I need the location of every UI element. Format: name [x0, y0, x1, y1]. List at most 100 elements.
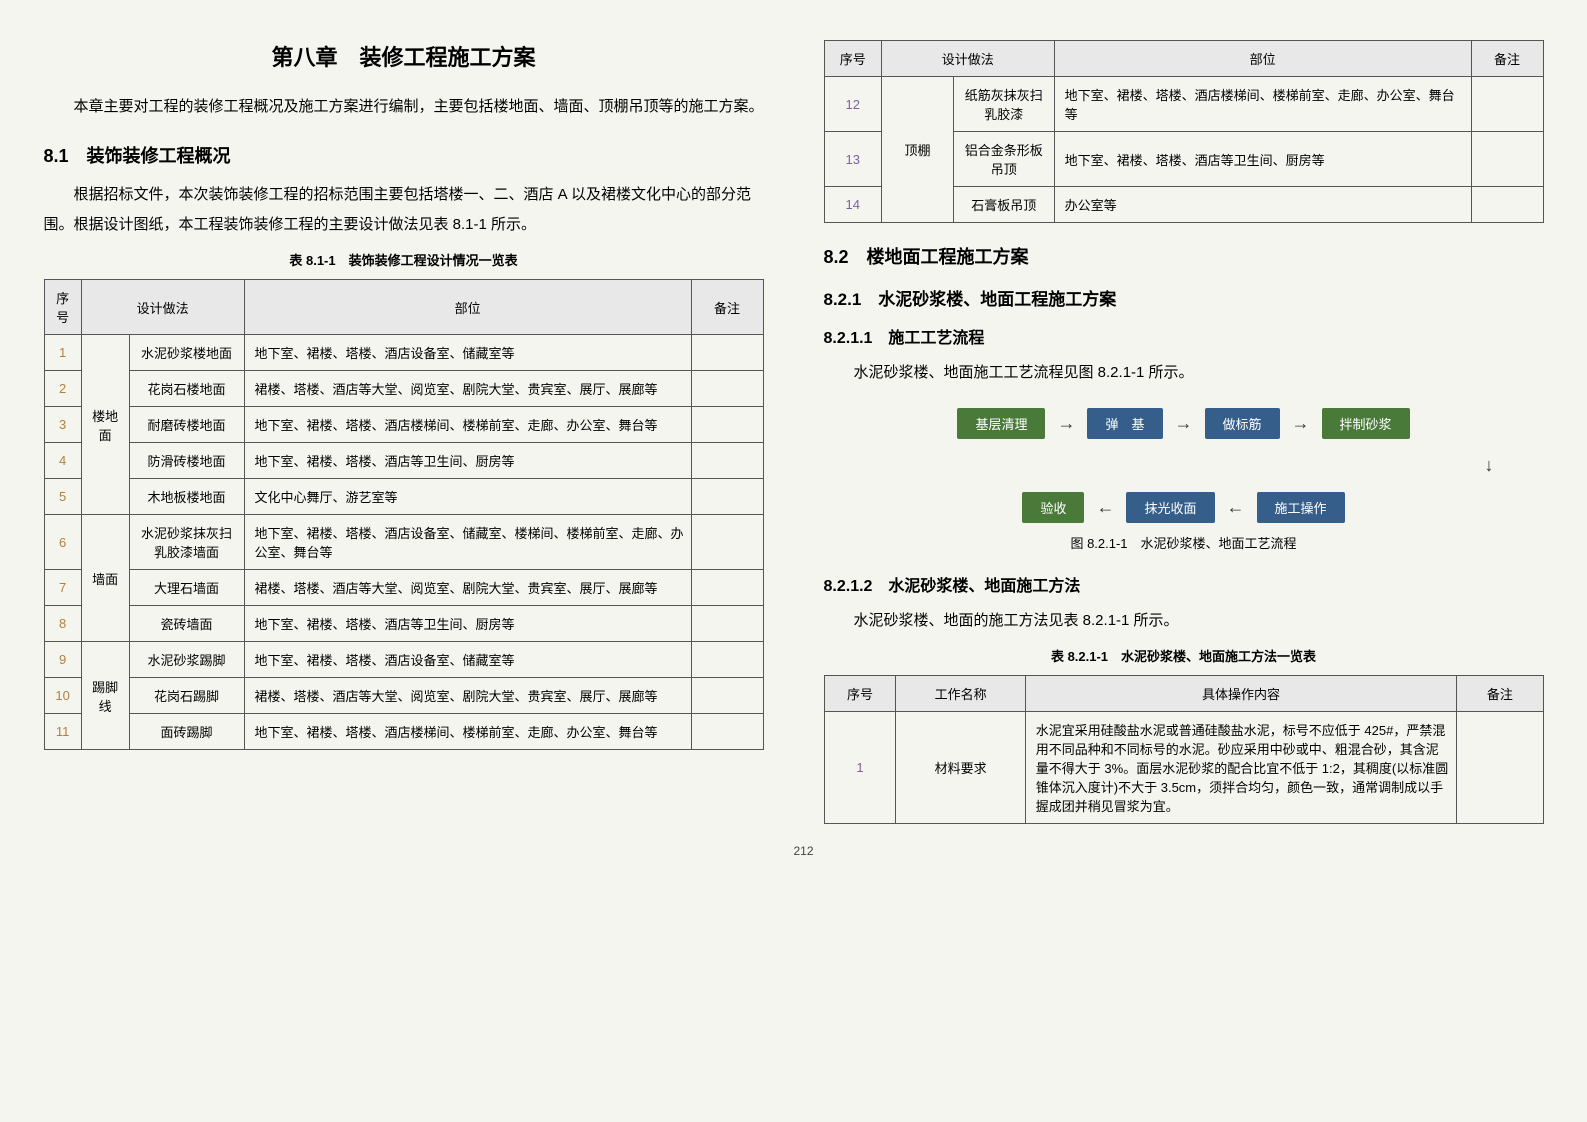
section-8-2-1-heading: 8.2.1 水泥砂浆楼、地面工程施工方案: [824, 285, 1544, 310]
table-row: 3 耐磨砖楼地面地下室、裙楼、塔楼、酒店楼梯间、楼梯前室、走廊、办公室、舞台等: [44, 407, 763, 443]
flowchart: 基层清理→弹 基→做标筋→拌制砂浆 ↓ 验收←抹光收面←施工操作: [824, 408, 1544, 523]
flow-arrow-left-icon: ←: [1223, 497, 1249, 518]
cell-remark: [691, 570, 763, 606]
section-8-2-heading: 8.2 楼地面工程施工方案: [824, 243, 1544, 269]
cell-method: 面砖踢脚: [129, 714, 244, 750]
table-row: 8 瓷砖墙面地下室、裙楼、塔楼、酒店等卫生间、厨房等: [44, 606, 763, 642]
cell-method: 耐磨砖楼地面: [129, 407, 244, 443]
cell-idx: 8: [44, 606, 81, 642]
cell-method: 瓷砖墙面: [129, 606, 244, 642]
table-row: 1 材料要求 水泥宜采用硅酸盐水泥或普通硅酸盐水泥，标号不应低于 425#，严禁…: [824, 712, 1543, 824]
flow-row-2: 验收←抹光收面←施工操作: [1022, 492, 1344, 523]
flow-arrow-right-icon: →: [1171, 413, 1197, 434]
table-8-2-1-1: 序号 工作名称 具体操作内容 备注 1 材料要求 水泥宜采用硅酸盐水泥或普通硅酸…: [824, 675, 1544, 824]
flow-arrow-down: ↓: [1485, 455, 1494, 476]
cell-location: 文化中心舞厅、游艺室等: [244, 479, 691, 515]
table-row: 12顶棚纸筋灰抹灰扫乳胶漆地下室、裙楼、塔楼、酒店楼梯间、楼梯前室、走廊、办公室…: [824, 77, 1543, 132]
cell-location: 地下室、裙楼、塔楼、酒店设备室、储藏室等: [244, 642, 691, 678]
cell-method: 水泥砂浆楼地面: [129, 335, 244, 371]
cell-idx: 9: [44, 642, 81, 678]
th-work: 工作名称: [896, 676, 1025, 712]
th-content: 具体操作内容: [1025, 676, 1456, 712]
cell-idx: 7: [44, 570, 81, 606]
cell-location: 地下室、裙楼、塔楼、酒店等卫生间、厨房等: [244, 443, 691, 479]
section-8-1-heading: 8.1 装饰装修工程概况: [44, 142, 764, 168]
chapter-title: 第八章 装修工程施工方案: [44, 40, 764, 72]
cell-location: 地下室、裙楼、塔楼、酒店楼梯间、楼梯前室、走廊、办公室、舞台等: [1054, 77, 1471, 132]
cell-idx: 14: [824, 187, 882, 223]
cell-idx: 13: [824, 132, 882, 187]
cell-remark: [691, 678, 763, 714]
cell-idx: 5: [44, 479, 81, 515]
th-idx: 序号: [824, 41, 882, 77]
table-row: 4 防滑砖楼地面地下室、裙楼、塔楼、酒店等卫生间、厨房等: [44, 443, 763, 479]
cell-method: 纸筋灰抹灰扫乳胶漆: [953, 77, 1054, 132]
cell-idx: 2: [44, 371, 81, 407]
flow-node: 基层清理: [957, 408, 1045, 439]
cell-idx: 3: [44, 407, 81, 443]
cell-location: 地下室、裙楼、塔楼、酒店设备室、储藏室等: [244, 335, 691, 371]
cell-method: 大理石墙面: [129, 570, 244, 606]
intro-paragraph: 本章主要对工程的装修工程概况及施工方案进行编制，主要包括楼地面、墙面、顶棚吊顶等…: [44, 92, 764, 122]
cell-method: 石膏板吊顶: [953, 187, 1054, 223]
th-idx: 序号: [824, 676, 896, 712]
cell-group: 踢脚线: [81, 642, 129, 750]
cell-remark: [691, 371, 763, 407]
cell-method: 防滑砖楼地面: [129, 443, 244, 479]
table-8-1-1: 序号 设计做法 部位 备注 1楼地面水泥砂浆楼地面地下室、裙楼、塔楼、酒店设备室…: [44, 279, 764, 750]
cell-method: 水泥砂浆踢脚: [129, 642, 244, 678]
cell-location: 地下室、裙楼、塔楼、酒店设备室、储藏室、楼梯间、楼梯前室、走廊、办公室、舞台等: [244, 515, 691, 570]
page-number: 212: [794, 844, 814, 858]
flow-node: 弹 基: [1087, 408, 1162, 439]
cell-group: 楼地面: [81, 335, 129, 515]
cell-idx: 6: [44, 515, 81, 570]
flow-arrow-right-icon: →: [1288, 413, 1314, 434]
figure-8-2-1-1-caption: 图 8.2.1-1 水泥砂浆楼、地面工艺流程: [824, 533, 1544, 552]
flow-node: 验收: [1022, 492, 1084, 523]
cell-remark: [691, 335, 763, 371]
th-method: 设计做法: [882, 41, 1055, 77]
th-remark: 备注: [1457, 676, 1543, 712]
cell-remark: [1471, 77, 1543, 132]
table-8-1-1-continued: 序号 设计做法 部位 备注 12顶棚纸筋灰抹灰扫乳胶漆地下室、裙楼、塔楼、酒店楼…: [824, 40, 1544, 223]
flow-arrow-right-icon: →: [1053, 413, 1079, 434]
cell-group: 墙面: [81, 515, 129, 642]
table-row: 10花岗石踢脚裙楼、塔楼、酒店等大堂、阅览室、剧院大堂、贵宾室、展厅、展廊等: [44, 678, 763, 714]
table-8-1-1-caption: 表 8.1-1 装饰装修工程设计情况一览表: [44, 250, 764, 269]
cell-location: 地下室、裙楼、塔楼、酒店楼梯间、楼梯前室、走廊、办公室、舞台等: [244, 407, 691, 443]
table-8-2-1-1-caption: 表 8.2.1-1 水泥砂浆楼、地面施工方法一览表: [824, 646, 1544, 665]
cell-location: 地下室、裙楼、塔楼、酒店等卫生间、厨房等: [244, 606, 691, 642]
cell-remark: [691, 642, 763, 678]
cell-idx: 1: [824, 712, 896, 824]
cell-method: 铝合金条形板吊顶: [953, 132, 1054, 187]
section-8-1-paragraph: 根据招标文件，本次装饰装修工程的招标范围主要包括塔楼一、二、酒店 A 以及裙楼文…: [44, 180, 764, 240]
flow-node: 施工操作: [1257, 492, 1345, 523]
cell-remark: [691, 479, 763, 515]
th-location: 部位: [1054, 41, 1471, 77]
flow-row-1: 基层清理→弹 基→做标筋→拌制砂浆: [957, 408, 1409, 439]
cell-remark: [1471, 132, 1543, 187]
cell-content: 水泥宜采用硅酸盐水泥或普通硅酸盐水泥，标号不应低于 425#，严禁混用不同品种和…: [1025, 712, 1456, 824]
cell-method: 花岗石踢脚: [129, 678, 244, 714]
th-location: 部位: [244, 280, 691, 335]
cell-idx: 11: [44, 714, 81, 750]
cell-idx: 4: [44, 443, 81, 479]
th-idx: 序号: [44, 280, 81, 335]
left-column: 第八章 装修工程施工方案 本章主要对工程的装修工程概况及施工方案进行编制，主要包…: [44, 40, 764, 828]
table-row: 2 花岗石楼地面裙楼、塔楼、酒店等大堂、阅览室、剧院大堂、贵宾室、展厅、展廊等: [44, 371, 763, 407]
cell-location: 地下室、裙楼、塔楼、酒店等卫生间、厨房等: [1054, 132, 1471, 187]
cell-group: 顶棚: [882, 77, 954, 223]
cell-idx: 12: [824, 77, 882, 132]
cell-remark: [691, 714, 763, 750]
right-column: 序号 设计做法 部位 备注 12顶棚纸筋灰抹灰扫乳胶漆地下室、裙楼、塔楼、酒店楼…: [824, 40, 1544, 828]
cell-remark: [691, 515, 763, 570]
table-row: 1楼地面水泥砂浆楼地面地下室、裙楼、塔楼、酒店设备室、储藏室等: [44, 335, 763, 371]
cell-location: 裙楼、塔楼、酒店等大堂、阅览室、剧院大堂、贵宾室、展厅、展廊等: [244, 371, 691, 407]
table-row: 6墙面水泥砂浆抹灰扫乳胶漆墙面地下室、裙楼、塔楼、酒店设备室、储藏室、楼梯间、楼…: [44, 515, 763, 570]
cell-remark: [691, 407, 763, 443]
cell-remark: [691, 606, 763, 642]
table-row: 11面砖踢脚地下室、裙楼、塔楼、酒店楼梯间、楼梯前室、走廊、办公室、舞台等: [44, 714, 763, 750]
cell-remark: [1471, 187, 1543, 223]
cell-method: 花岗石楼地面: [129, 371, 244, 407]
method-intro-paragraph: 水泥砂浆楼、地面的施工方法见表 8.2.1-1 所示。: [824, 606, 1544, 636]
